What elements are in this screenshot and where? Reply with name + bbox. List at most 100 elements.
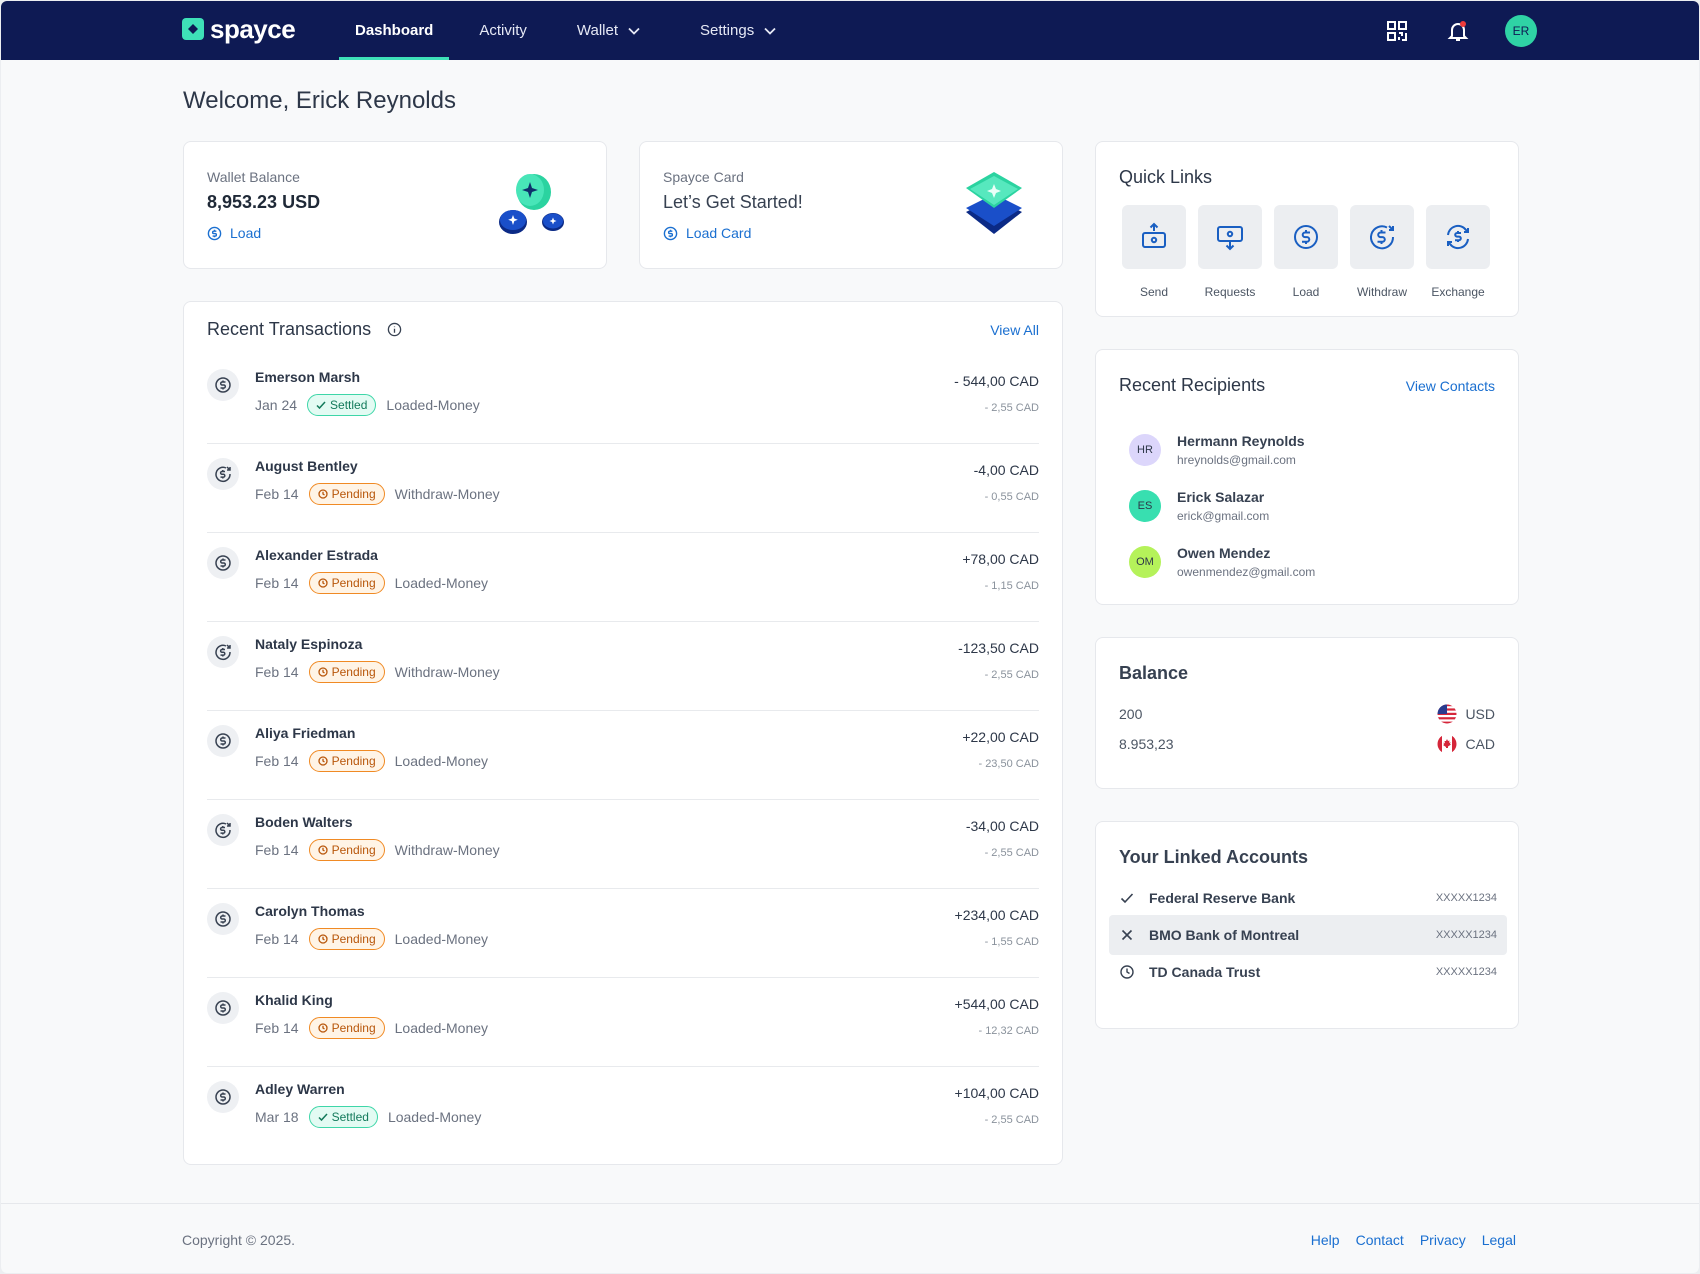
footer-link-privacy[interactable]: Privacy xyxy=(1419,1232,1466,1248)
transaction-name: August Bentley xyxy=(255,458,358,474)
transaction-fee: - 2,55 CAD xyxy=(984,847,1039,859)
transaction-meta: Feb 14 Pending Loaded-Money xyxy=(255,750,488,772)
quick-link-exchange[interactable]: Exchange xyxy=(1426,205,1490,299)
qr-code-button[interactable] xyxy=(1383,17,1411,45)
copyright: Copyright © 2025. xyxy=(182,1232,296,1248)
transaction-fee: - 1,15 CAD xyxy=(984,580,1039,592)
status-badge: Pending xyxy=(308,572,385,594)
transaction-type: Withdraw-Money xyxy=(394,842,500,858)
dollar-circle-icon xyxy=(207,903,239,935)
quick-link-requests[interactable]: Requests xyxy=(1198,205,1262,299)
dollar-circle-icon xyxy=(207,725,239,757)
linked-account-name: BMO Bank of Montreal xyxy=(1149,927,1300,943)
wallet-balance-value: 8,953.23 USD xyxy=(207,192,321,212)
footer-link-legal[interactable]: Legal xyxy=(1481,1232,1516,1248)
notifications-button[interactable] xyxy=(1444,17,1472,45)
quick-link-exchange-tile xyxy=(1426,205,1490,269)
linked-account-row[interactable]: Federal Reserve Bank XXXXX1234 xyxy=(1109,878,1507,918)
transaction-row[interactable]: August Bentley Feb 14 Pending Withdraw-Mone… xyxy=(207,444,1039,533)
nav-wallet[interactable]: Wallet xyxy=(561,1,656,60)
qr-code-icon xyxy=(1387,21,1407,41)
quick-link-withdraw[interactable]: Withdraw xyxy=(1350,205,1414,299)
recent-recipients-card: Recent Recipients View Contacts HR Herma… xyxy=(1095,349,1519,605)
transaction-meta: Feb 14 Pending Withdraw-Money xyxy=(255,839,500,861)
transaction-name: Aliya Friedman xyxy=(255,725,356,741)
transaction-name: Alexander Estrada xyxy=(255,547,378,563)
transaction-row[interactable]: Aliya Friedman Feb 14 Pending Loaded-Money +… xyxy=(207,711,1039,800)
info-icon[interactable] xyxy=(387,322,402,337)
linked-account-name: Federal Reserve Bank xyxy=(1149,890,1296,906)
transaction-name: Emerson Marsh xyxy=(255,369,361,385)
status-badge-label: Pending xyxy=(331,487,376,501)
load-link[interactable]: Load xyxy=(207,225,261,241)
transaction-row[interactable]: Emerson Marsh Jan 24 Settled Loaded-Money - … xyxy=(207,355,1039,444)
linked-account-row[interactable]: TD Canada Trust XXXXX1234 xyxy=(1109,952,1507,992)
quick-link-load-tile xyxy=(1274,205,1338,269)
transaction-row[interactable]: Adley Warren Mar 18 Settled Loaded-Money +10… xyxy=(207,1067,1039,1156)
dollar-circle-icon xyxy=(663,226,678,240)
transaction-amount: -34,00 CAD xyxy=(965,818,1039,834)
recipients-list: HR Hermann Reynolds hreynolds@gmail.com … xyxy=(1129,422,1315,590)
quick-links-title: Quick Links xyxy=(1119,167,1213,187)
recipient-name: Hermann Reynolds xyxy=(1177,433,1305,449)
transaction-type: Withdraw-Money xyxy=(394,664,500,680)
recipient-avatar: HR xyxy=(1129,434,1161,466)
logo[interactable]: spayce xyxy=(182,14,296,44)
recipient-email: hreynolds@gmail.com xyxy=(1177,453,1296,467)
wallet-balance-label: Wallet Balance xyxy=(207,169,300,185)
transaction-meta: Feb 14 Pending Loaded-Money xyxy=(255,928,488,950)
transaction-row[interactable]: Khalid King Feb 14 Pending Loaded-Money +544… xyxy=(207,978,1039,1067)
load-link-label: Load xyxy=(230,225,262,241)
quick-link-send-tile xyxy=(1122,205,1186,269)
transaction-row[interactable]: Carolyn Thomas Feb 14 Pending Loaded-Money +… xyxy=(207,889,1039,978)
transaction-row[interactable]: Nataly Espinoza Feb 14 Pending Withdraw-Mon… xyxy=(207,622,1039,711)
close-icon xyxy=(1119,927,1135,943)
footer-link-contact[interactable]: Contact xyxy=(1355,1232,1404,1248)
recent-transactions-title: Recent Transactions xyxy=(207,319,372,339)
view-contacts-link[interactable]: View Contacts xyxy=(1405,378,1495,394)
recipient-item[interactable]: ES Erick Salazar erick@gmail.com xyxy=(1129,478,1315,534)
quick-link-requests-label: Requests xyxy=(1204,285,1256,299)
quick-link-exchange-label: Exchange xyxy=(1431,285,1485,299)
recipient-item[interactable]: OM Owen Mendez owenmendez@gmail.com xyxy=(1129,534,1315,590)
status-badge-label: Settled xyxy=(330,398,368,412)
recipient-item[interactable]: HR Hermann Reynolds hreynolds@gmail.com xyxy=(1129,422,1315,478)
nav-settings[interactable]: Settings xyxy=(684,1,792,60)
transaction-name: Boden Walters xyxy=(255,814,353,830)
recipient-email: owenmendez@gmail.com xyxy=(1177,565,1316,579)
load-card-link[interactable]: Load Card xyxy=(663,225,751,241)
transaction-row[interactable]: Boden Walters Feb 14 Pending Withdraw-Money… xyxy=(207,800,1039,889)
quick-link-send[interactable]: Send xyxy=(1122,205,1186,299)
dollar-circle-icon xyxy=(207,1081,239,1113)
transaction-name: Adley Warren xyxy=(255,1081,345,1097)
load-icon xyxy=(1294,225,1318,249)
transaction-date: Feb 14 xyxy=(255,753,299,769)
transactions-list: Emerson Marsh Jan 24 Settled Loaded-Money - … xyxy=(207,355,1039,1156)
linked-account-row[interactable]: BMO Bank of Montreal XXXXX1234 xyxy=(1109,915,1507,955)
status-badge: Settled xyxy=(307,394,377,416)
user-avatar[interactable]: ER xyxy=(1505,15,1537,47)
recipient-info: Erick Salazar erick@gmail.com xyxy=(1177,489,1269,523)
nav-activity-label: Activity xyxy=(479,22,527,39)
quick-link-withdraw-tile xyxy=(1350,205,1414,269)
quick-link-withdraw-label: Withdraw xyxy=(1356,285,1407,299)
nav-activity[interactable]: Activity xyxy=(463,1,543,60)
balance-row-cad: 8.953,23 CAD xyxy=(1119,734,1495,754)
logo-text: spayce xyxy=(210,14,296,44)
recent-transactions-header: Recent Transactions xyxy=(207,319,402,340)
quick-link-load[interactable]: Load xyxy=(1274,205,1338,299)
view-all-link[interactable]: View All xyxy=(990,322,1039,338)
currency-code: USD xyxy=(1465,706,1495,722)
recipient-avatar: ES xyxy=(1129,490,1161,522)
transaction-amount: +234,00 CAD xyxy=(954,907,1039,923)
status-badge-label: Pending xyxy=(331,754,376,768)
nav-dashboard[interactable]: Dashboard xyxy=(339,1,450,60)
spayce-card-value: Let’s Get Started! xyxy=(663,192,803,212)
recipient-email: erick@gmail.com xyxy=(1177,509,1270,523)
transaction-row[interactable]: Alexander Estrada Feb 14 Pending Loaded-Mon… xyxy=(207,533,1039,622)
spayce-card: Spayce Card Let’s Get Started! Load Card xyxy=(639,141,1063,269)
footer-link-help[interactable]: Help xyxy=(1310,1232,1340,1248)
transaction-type: Loaded-Money xyxy=(387,1109,482,1125)
send-icon xyxy=(1142,222,1166,248)
dollar-circle-icon xyxy=(207,226,222,240)
